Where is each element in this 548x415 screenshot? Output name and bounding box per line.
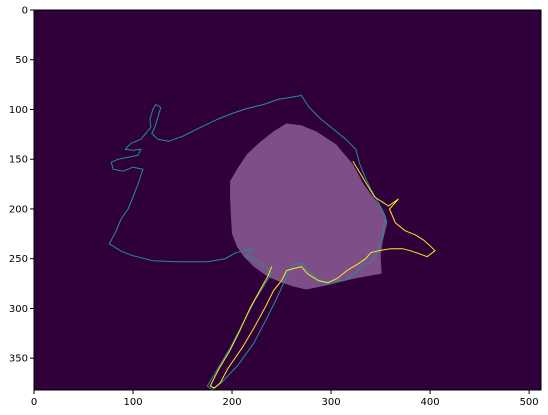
y-tick-label: 350 <box>9 354 28 365</box>
y-tick-label: 150 <box>9 155 28 166</box>
filled-region <box>230 123 388 290</box>
x-tick-label: 200 <box>223 397 242 408</box>
y-tick-label: 250 <box>9 254 28 265</box>
yellow-outline <box>209 160 436 389</box>
x-tick-label: 100 <box>123 397 142 408</box>
image-content <box>108 95 436 391</box>
y-tick-label: 200 <box>9 204 28 215</box>
y-tick-label: 300 <box>9 304 28 315</box>
x-tick-label: 300 <box>322 397 341 408</box>
x-tick-label: 400 <box>421 397 440 408</box>
teal-outline <box>108 95 386 391</box>
x-axis-ticks: 0 100 200 300 400 500 <box>31 390 539 408</box>
y-tick-label: 50 <box>15 55 28 66</box>
axes-frame <box>33 9 542 391</box>
x-tick-label: 0 <box>31 397 37 408</box>
y-axis-ticks: 0 50 100 150 200 250 300 350 <box>9 6 34 365</box>
y-tick-label: 100 <box>9 105 28 116</box>
y-tick-label: 0 <box>22 6 28 17</box>
x-tick-label: 500 <box>520 397 539 408</box>
